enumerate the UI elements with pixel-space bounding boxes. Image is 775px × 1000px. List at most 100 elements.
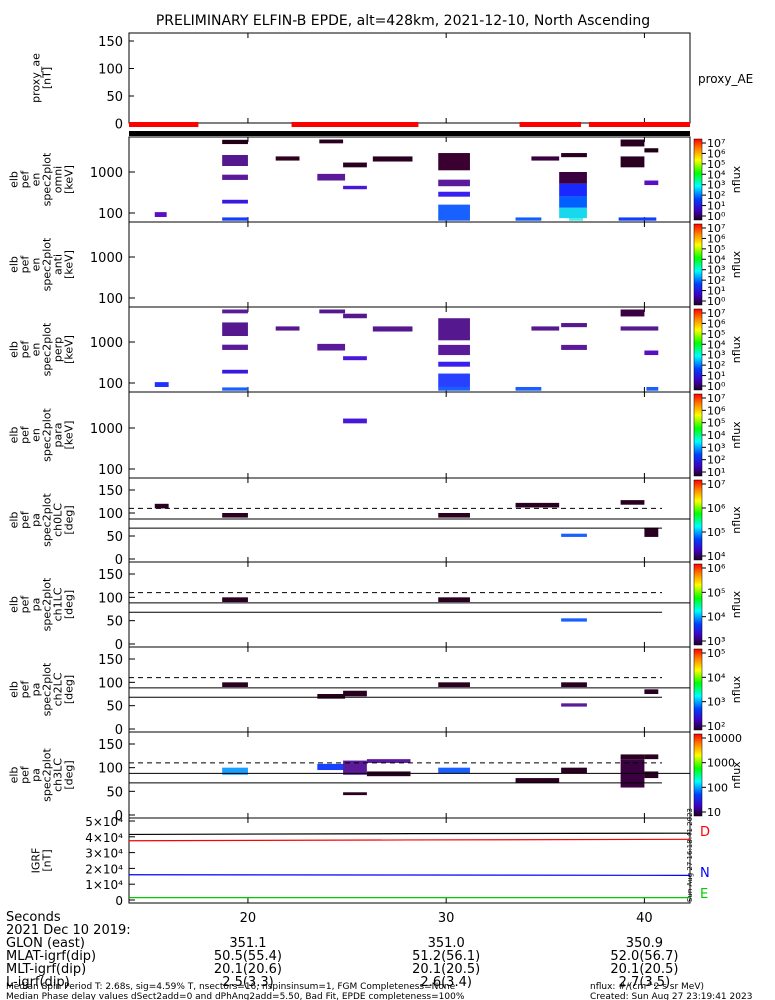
- spectrogram-cell: [222, 154, 248, 167]
- spectrogram-cell: [222, 322, 248, 337]
- spectrogram-cell: [620, 309, 645, 317]
- colorbar-tick-label: 10⁵: [707, 417, 725, 430]
- x-tick-label: 20: [240, 911, 257, 926]
- spectrogram-cell: [438, 153, 470, 171]
- colorbar-tick-label: 10⁰: [707, 210, 726, 223]
- igrf-legend-E: E: [700, 887, 708, 902]
- colorbar-label: nflux: [730, 421, 743, 449]
- pitch-angle-cell: [343, 690, 367, 697]
- colorbar-tick-label: 10⁶: [707, 502, 726, 515]
- y-tick-label: 100: [98, 762, 123, 777]
- panel-frame-anti: [128, 221, 691, 308]
- pitch-angle-cell: [644, 527, 659, 537]
- pitch-angle-cell: [154, 503, 169, 509]
- colorbar-tick-label: 10³: [707, 441, 725, 454]
- pitch-angle-cell: [644, 689, 659, 694]
- colorbar: 10⁶ 10⁵ 10⁴ 10³ nflux: [693, 562, 743, 648]
- spectrogram-cell: [561, 153, 587, 158]
- colorbar-tick-label: 10⁷: [707, 222, 725, 235]
- y-tick-label: 150: [98, 568, 123, 583]
- y-axis-label-line: [keV]: [63, 421, 76, 450]
- y-axis-label-line: perp: [52, 337, 65, 362]
- spectrogram-cell: [275, 326, 300, 331]
- colorbar-strip: [693, 733, 703, 817]
- spectrogram-cell: [343, 185, 367, 190]
- colorbar-tick-label: 10²: [707, 189, 725, 202]
- y-axis-label-line: proxy_ae: [30, 53, 43, 103]
- colorbar: 10⁷ 10⁶ 10⁵ 10⁴ nflux: [693, 478, 743, 563]
- spectrogram-cell: [372, 326, 413, 332]
- colorbar-strip: [693, 479, 703, 561]
- y-axis-label-line: elb: [8, 596, 21, 613]
- y-tick-label: 150: [98, 653, 123, 668]
- pitch-angle-cell: [644, 754, 659, 760]
- y-axis-label-line: elb: [8, 341, 21, 358]
- colorbar-tick-label: 10¹: [707, 285, 725, 298]
- y-axis-label-line: spec2plot: [41, 408, 54, 462]
- footer-row-value: 2.5(3.3): [222, 975, 274, 990]
- y-tick-label: 150: [98, 738, 123, 753]
- footer-created: Created: Sun Aug 27 23:19:41 2023: [590, 992, 752, 1000]
- panel-frame-ch1: [128, 561, 691, 648]
- y-axis-label-line: pef: [19, 340, 32, 359]
- y-axis-label-line: ch3LC: [52, 758, 65, 792]
- y-axis-label-ae: proxy_ae[nT]: [30, 53, 54, 103]
- footer-row-value: 20.1(20.6): [214, 962, 282, 977]
- footer-row-label: L-igrf(dip): [6, 975, 70, 990]
- y-tick-label: 0: [115, 894, 123, 908]
- pitch-angle-cell: [222, 513, 248, 518]
- colorbar-tick-label: 10⁰: [707, 295, 726, 308]
- y-tick-label: 0: [115, 118, 123, 133]
- y-axis-label-line: pef: [19, 510, 32, 529]
- y-axis-label-line: ch1LC: [52, 587, 65, 621]
- colorbar: 10000 1000 100 10 nflux: [693, 732, 743, 819]
- pitch-angle-cell: [644, 771, 659, 779]
- colorbar-tick-label: 10²: [707, 454, 725, 467]
- y-axis-label-line: elb: [8, 681, 21, 698]
- y-axis-label-line: pef: [19, 595, 32, 614]
- colorbar-tick-label: 10⁷: [707, 478, 725, 491]
- colorbar-tick-label: 10¹: [707, 200, 725, 213]
- y-axis-label-line: anti: [52, 254, 65, 275]
- pitch-angle-cell: [438, 682, 470, 687]
- y-tick-label: 100: [98, 63, 123, 78]
- spectrogram-cell: [559, 172, 587, 184]
- colorbar-tick-label: 10⁵: [707, 328, 725, 341]
- igrf-legend-N: N: [700, 866, 710, 881]
- colorbar-label: nflux: [730, 590, 743, 618]
- spectrogram-cell: [275, 156, 300, 161]
- colorbar-strip: [693, 563, 703, 646]
- y-axis-label-line: spec2plot: [41, 322, 54, 376]
- spectrogram-cell: [343, 162, 367, 168]
- footer-row-value: 2.6(3.4): [420, 975, 472, 990]
- spectrogram-cell: [438, 179, 470, 187]
- y-tick-label: 150: [98, 484, 123, 499]
- colorbar-tick-label: 10⁰: [707, 380, 726, 393]
- y-tick-label: 50: [106, 700, 123, 715]
- colorbar-tick-label: 10⁶: [707, 317, 726, 330]
- spectrogram-cell: [222, 387, 248, 391]
- pitch-angle-cell: [222, 682, 248, 687]
- colorbar-tick-label: 10⁴: [707, 338, 726, 351]
- status-bar-segment: [519, 122, 581, 127]
- y-axis-label-igrf: IGRF[nT]: [30, 848, 54, 874]
- spectrogram-cell: [438, 373, 470, 387]
- y-axis-label-line: [deg]: [63, 760, 76, 789]
- colorbar-tick-label: 10²: [707, 359, 725, 372]
- pitch-angle-cell: [222, 597, 248, 602]
- side-label-proxy-ae: proxy_AE: [698, 72, 753, 86]
- y-tick-label: 100: [98, 377, 123, 392]
- pitch-angle-cell: [438, 767, 470, 774]
- colorbar-tick-label: 10¹: [707, 370, 725, 383]
- footer-row-label: GLON (east): [6, 936, 85, 951]
- colorbar-tick-label: 10⁷: [707, 307, 725, 320]
- pitch-angle-cell: [317, 694, 346, 699]
- spectrogram-cell: [561, 323, 587, 328]
- y-axis-label-line: pa: [30, 513, 43, 527]
